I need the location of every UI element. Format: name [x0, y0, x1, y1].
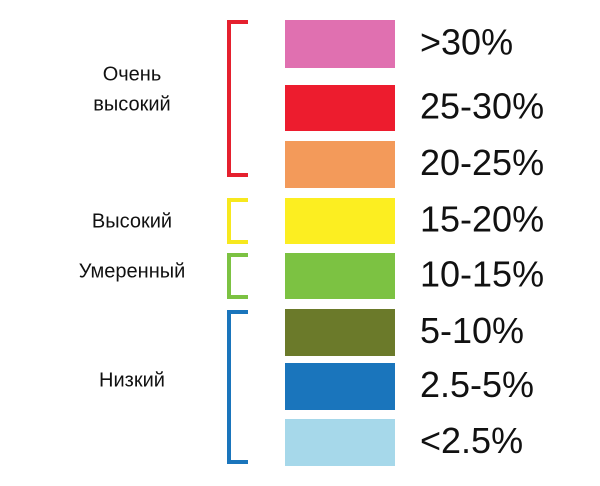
swatch: [285, 85, 395, 131]
swatch: [285, 309, 395, 356]
swatch-label: 2.5-5%: [420, 364, 534, 405]
swatch-label: 10-15%: [420, 254, 544, 295]
bracket: [227, 20, 248, 177]
swatch: [285, 20, 395, 68]
swatch: [285, 253, 395, 299]
group-label: Очень: [103, 63, 162, 85]
swatch-label: 20-25%: [420, 142, 544, 183]
swatch: [285, 198, 395, 244]
group-label: Высокий: [92, 210, 172, 232]
swatch-label: 15-20%: [420, 199, 544, 240]
bracket: [227, 253, 248, 299]
swatch-label: 25-30%: [420, 86, 544, 127]
group-label: Низкий: [99, 369, 165, 391]
swatch: [285, 141, 395, 188]
bracket: [227, 198, 248, 244]
swatch-label: <2.5%: [420, 420, 523, 461]
group-label: высокий: [93, 93, 170, 115]
swatch: [285, 419, 395, 466]
group-label: Умеренный: [79, 260, 186, 282]
swatch: [285, 363, 395, 410]
swatch-label: 5-10%: [420, 310, 524, 351]
bracket: [227, 310, 248, 464]
swatch-label: >30%: [420, 22, 513, 63]
